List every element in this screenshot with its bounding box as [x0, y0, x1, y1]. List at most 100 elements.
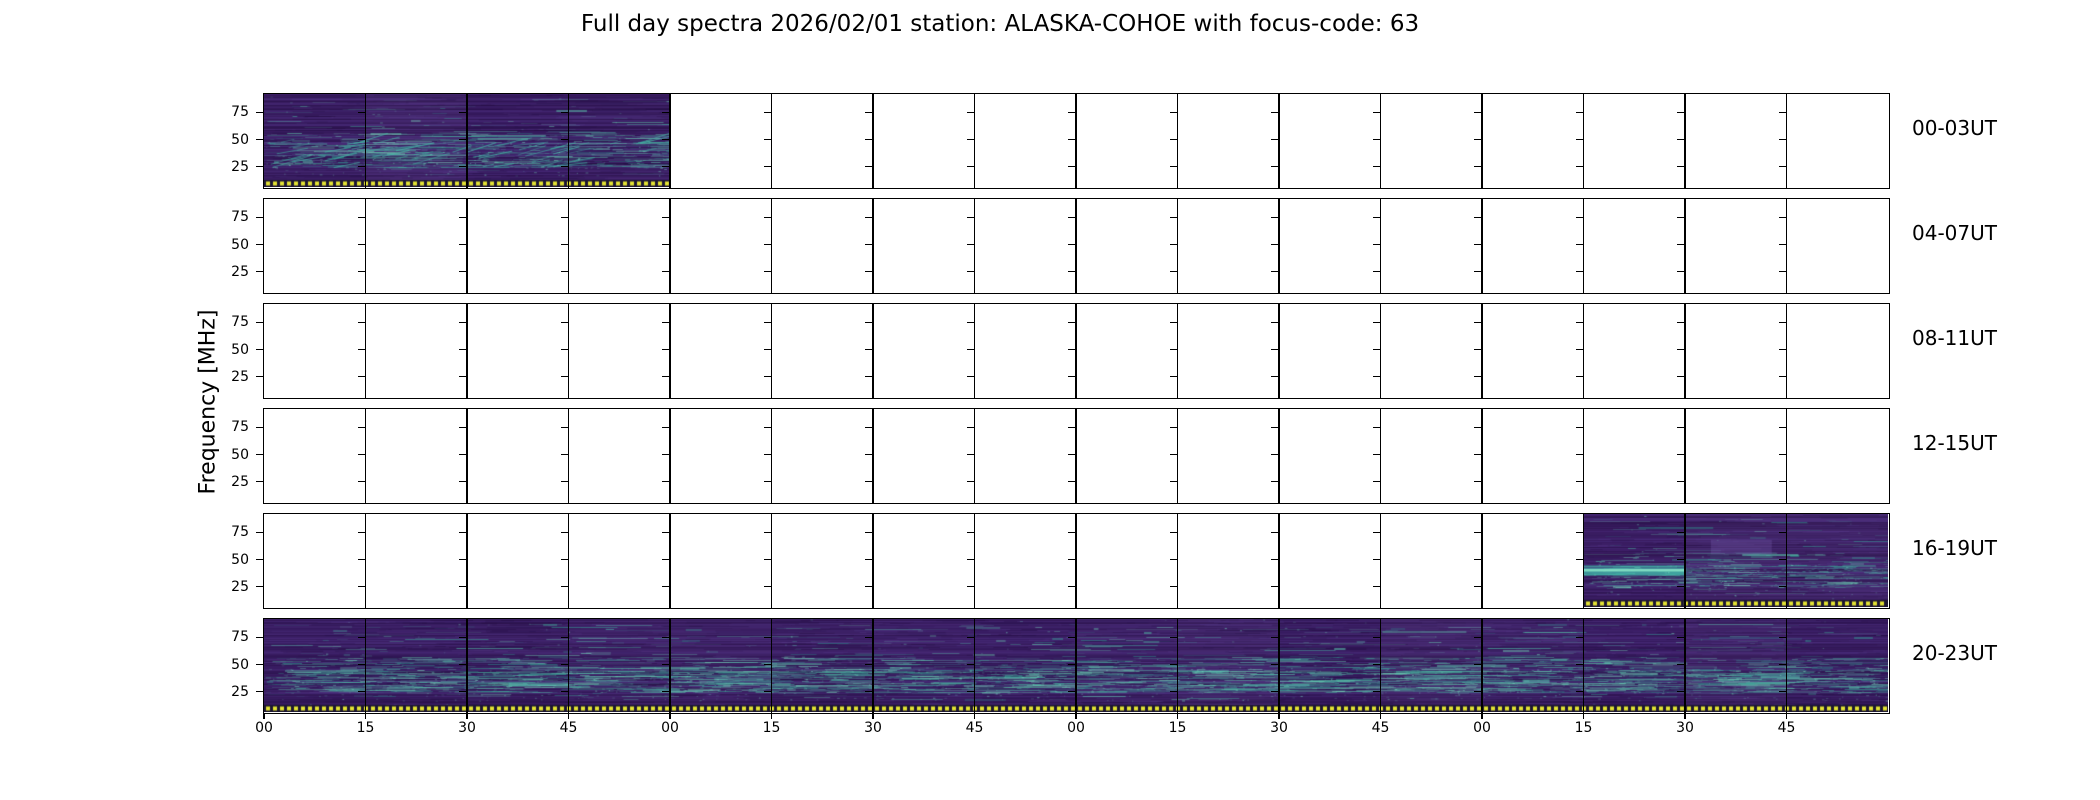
y-tick-mark: [865, 453, 873, 456]
y-tick-mark: [1372, 558, 1380, 561]
y-tick-mark: [1068, 426, 1076, 429]
y-tick-mark: [1169, 270, 1177, 273]
y-tick-mark: [1575, 375, 1583, 378]
y-tick-mark: [459, 111, 467, 114]
y-tick-mark: [560, 636, 568, 639]
y-tick-mark: [1271, 531, 1279, 534]
y-tick-mark: [865, 636, 873, 639]
y-tick-mark: [1169, 531, 1177, 534]
y-tick-mark: [1575, 558, 1583, 561]
x-tick-mark: [1684, 713, 1686, 719]
x-tick-label: 15: [1574, 720, 1593, 736]
y-tick-mark: [560, 348, 568, 351]
y-tick-mark: [1271, 348, 1279, 351]
panel-divider: [669, 514, 671, 608]
y-tick-mark: [357, 531, 365, 534]
y-tick-mark: [1271, 663, 1279, 666]
panel-divider: [1379, 199, 1382, 293]
y-tick-label: 75: [231, 104, 249, 121]
row-time-label: 08-11UT: [1912, 326, 1997, 350]
x-tick-label: 15: [762, 720, 781, 736]
y-tick-mark: [1169, 480, 1177, 483]
y-tick-mark: [1677, 558, 1685, 561]
y-tick-mark: [1271, 558, 1279, 561]
y-tick-mark: [865, 558, 873, 561]
panel-divider: [1785, 409, 1788, 503]
y-tick-mark: [1778, 243, 1786, 246]
panel-divider: [1075, 409, 1077, 503]
panel-divider: [364, 304, 367, 398]
y-tick-mark: [1271, 111, 1279, 114]
y-tick-mark: [357, 558, 365, 561]
panel-divider: [1785, 94, 1788, 188]
y-tick-mark: [763, 585, 771, 588]
y-tick-mark: [865, 111, 873, 114]
y-tick-mark: [1169, 690, 1177, 693]
panel-divider: [1379, 304, 1382, 398]
y-tick-mark: [966, 480, 974, 483]
y-tick-mark: [1677, 453, 1685, 456]
y-tick-mark: [459, 138, 467, 141]
y-tick-mark: [1677, 426, 1685, 429]
panel-divider: [770, 514, 773, 608]
y-tick-mark: [1068, 216, 1076, 219]
panel-divider: [1684, 514, 1686, 608]
y-tick-label: 75: [231, 209, 249, 226]
panel-divider: [770, 304, 773, 398]
y-tick-mark: [357, 585, 365, 588]
x-tick-label: 45: [965, 720, 984, 736]
y-tick-mark: [255, 321, 263, 324]
y-tick-mark: [459, 690, 467, 693]
y-tick-mark: [459, 453, 467, 456]
row-time-label: 20-23UT: [1912, 641, 1997, 665]
y-tick-mark: [1575, 216, 1583, 219]
panel-divider: [364, 199, 367, 293]
y-tick-mark: [255, 480, 263, 483]
panel-divider: [1075, 199, 1077, 293]
y-tick-mark: [662, 243, 670, 246]
y-tick-mark: [1372, 426, 1380, 429]
x-tick-mark: [669, 713, 671, 719]
panel-divider: [973, 199, 976, 293]
y-tick-mark: [1575, 138, 1583, 141]
y-tick-mark: [255, 663, 263, 666]
x-tick-label: 15: [356, 720, 375, 736]
y-tick-mark: [966, 138, 974, 141]
y-tick-mark: [1778, 375, 1786, 378]
x-tick-mark: [1481, 713, 1483, 719]
y-tick-mark: [1575, 531, 1583, 534]
panel-divider: [1481, 514, 1483, 608]
y-tick-mark: [662, 690, 670, 693]
y-tick-mark: [1677, 663, 1685, 666]
x-tick-label: 00: [1067, 720, 1085, 736]
panel-divider: [364, 409, 367, 503]
y-tick-mark: [1068, 165, 1076, 168]
y-tick-mark: [865, 348, 873, 351]
y-tick-mark: [662, 480, 670, 483]
panel-divider: [466, 304, 468, 398]
x-tick-label: 00: [1473, 720, 1491, 736]
panel-divider: [1785, 514, 1788, 608]
y-tick-mark: [865, 585, 873, 588]
y-tick-mark: [1068, 636, 1076, 639]
y-tick-mark: [763, 321, 771, 324]
y-tick-mark: [763, 531, 771, 534]
y-tick-mark: [1068, 138, 1076, 141]
y-tick-mark: [357, 375, 365, 378]
y-tick-mark: [560, 111, 568, 114]
y-tick-mark: [255, 636, 263, 639]
y-tick-label: 50: [231, 131, 249, 148]
y-tick-mark: [966, 375, 974, 378]
y-tick-mark: [459, 636, 467, 639]
y-tick-mark: [560, 480, 568, 483]
y-tick-mark: [662, 111, 670, 114]
y-tick-mark: [255, 348, 263, 351]
panel-divider: [669, 199, 671, 293]
y-tick-mark: [1474, 558, 1482, 561]
x-tick-mark: [872, 713, 874, 719]
y-tick-mark: [865, 480, 873, 483]
panel-divider: [770, 199, 773, 293]
y-tick-mark: [1474, 426, 1482, 429]
y-tick-mark: [357, 216, 365, 219]
